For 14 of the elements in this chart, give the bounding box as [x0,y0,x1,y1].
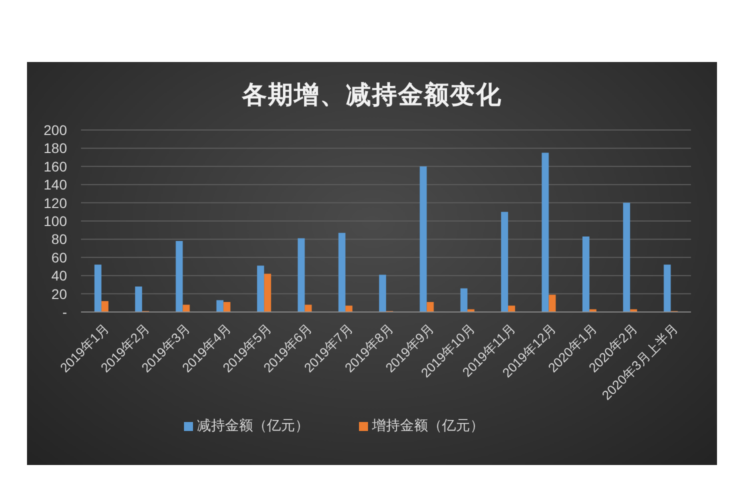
y-tick-label: 200 [44,122,68,138]
y-tick-label: 60 [51,249,68,266]
legend-label: 减持金额（亿元） [197,417,309,433]
y-tick-label: 80 [51,231,68,248]
y-tick-label: 100 [44,212,68,229]
y-tick-label: - [62,304,68,320]
y-tick-label: 140 [44,176,68,193]
chart-title: 各期增、减持金额变化 [240,80,503,111]
legend-label: 增持金额（亿元） [372,417,484,433]
y-tick-label: 40 [51,268,68,284]
y-tick-label: 20 [51,286,68,302]
y-tick-label: 120 [44,194,68,211]
y-tick-label: 180 [44,140,68,156]
y-tick-label: 160 [44,158,68,174]
